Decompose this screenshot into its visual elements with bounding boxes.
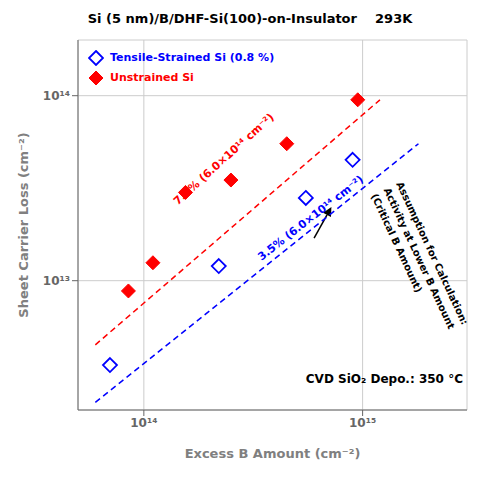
svg-text:7.0% (6.0×10¹⁴ cm⁻²): 7.0% (6.0×10¹⁴ cm⁻²) [171,111,277,208]
svg-text:Excess B Amount (cm⁻²): Excess B Amount (cm⁻²) [185,446,361,461]
svg-text:CVD SiO₂ Depo.: 350 °C: CVD SiO₂ Depo.: 350 °C [306,372,463,386]
html-text:Unstrained Si: Unstrained Si [110,71,194,84]
svg-text:10¹³: 10¹³ [43,274,70,288]
svg-text:Assumption for Calculation:Act: Assumption for Calculation:Activity at L… [369,180,471,338]
html-text:Si (5 nm)/B/DHF-Si(100)-on-Ins: Si (5 nm)/B/DHF-Si(100)-on-Insulator 293… [87,11,413,26]
svg-text:Sheet Carrier Loss (cm⁻²): Sheet Carrier Loss (cm⁻²) [16,132,31,317]
svg-text:10¹⁵: 10¹⁵ [349,416,376,430]
svg-text:3.5% (6.0×10¹⁴ cm⁻²): 3.5% (6.0×10¹⁴ cm⁻²) [255,173,366,264]
svg-text:10¹⁴: 10¹⁴ [43,89,70,103]
html-text:Tensile-Strained Si (0.8 %): Tensile-Strained Si (0.8 %) [110,51,275,64]
svg-text:10¹⁴: 10¹⁴ [130,416,157,430]
